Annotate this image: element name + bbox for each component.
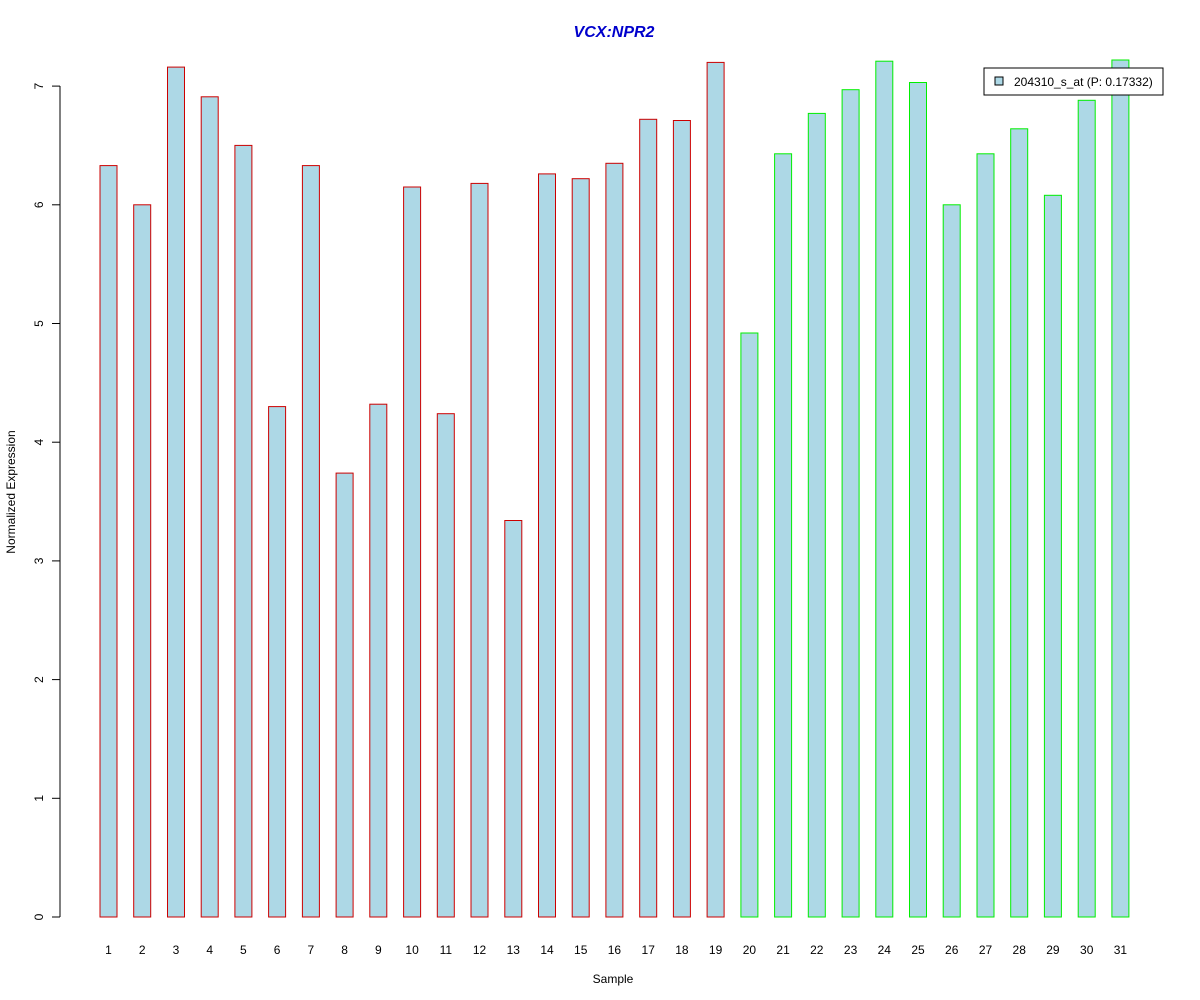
bar (1111, 59, 1130, 918)
x-tick-label: 1 (105, 943, 112, 957)
x-tick-label: 24 (878, 943, 892, 957)
y-tick-label: 5 (32, 320, 46, 327)
bar (403, 186, 422, 918)
x-tick-label: 16 (608, 943, 622, 957)
bar (706, 61, 725, 918)
x-tick-label: 3 (173, 943, 180, 957)
bar (909, 82, 927, 918)
x-tick-label: 2 (139, 943, 146, 957)
y-axis: 0 1 2 3 4 5 6 7 (32, 82, 61, 920)
bar (268, 406, 287, 918)
x-tick-label: 8 (341, 943, 348, 957)
x-tick-label: 15 (574, 943, 588, 957)
x-tick-label: 14 (540, 943, 554, 957)
y-tick-label: 2 (32, 676, 46, 683)
bar (807, 112, 826, 918)
x-tick-label: 18 (675, 943, 689, 957)
bar (504, 520, 523, 918)
x-tick-label: 6 (274, 943, 281, 957)
y-tick-label: 0 (32, 913, 46, 920)
x-tick-label: 28 (1013, 943, 1027, 957)
bar (1077, 99, 1096, 918)
bar (605, 162, 624, 918)
x-tick-label: 30 (1080, 943, 1094, 957)
bar (200, 96, 219, 918)
bar (875, 60, 894, 918)
bar (167, 66, 185, 918)
x-tick-label: 9 (375, 943, 382, 957)
x-tick-label: 13 (507, 943, 521, 957)
bar (234, 144, 253, 918)
bar (841, 89, 860, 918)
y-tick-label: 4 (32, 439, 46, 446)
y-tick-label: 1 (32, 795, 46, 802)
x-tick-label: 11 (440, 943, 453, 957)
x-tick-label: 4 (206, 943, 213, 957)
y-tick-label: 7 (32, 82, 46, 89)
bars (99, 59, 1130, 918)
bar (639, 118, 658, 918)
x-tick-label: 19 (709, 943, 723, 957)
bar (369, 403, 388, 918)
x-tick-label: 31 (1114, 943, 1128, 957)
bar (672, 120, 691, 918)
bar (436, 413, 455, 918)
x-tick-label: 23 (844, 943, 858, 957)
y-tick-label: 3 (32, 557, 46, 564)
bar (538, 173, 556, 918)
y-ticks: 0 1 2 3 4 5 6 7 (32, 82, 60, 920)
bar (740, 332, 759, 918)
legend-swatch (994, 76, 1004, 86)
x-tick-labels: 1 2 3 4 5 6 7 8 9 10 11 12 13 14 15 16 17 18 19 20 21 22 23 24 2… (105, 943, 1127, 957)
chart-title: VCX:NPR2 (574, 24, 655, 41)
x-axis-label: Sample (593, 972, 634, 986)
bar (1010, 128, 1029, 918)
x-tick-label: 5 (240, 943, 247, 957)
x-tick-label: 10 (405, 943, 419, 957)
bar (301, 165, 320, 918)
x-tick-label: 12 (473, 943, 487, 957)
x-tick-label: 21 (776, 943, 790, 957)
x-tick-label: 20 (743, 943, 757, 957)
x-tick-label: 17 (642, 943, 656, 957)
bar (133, 204, 152, 918)
y-axis-label: Normalized Expression (4, 430, 18, 553)
x-tick-label: 25 (911, 943, 925, 957)
legend-box (983, 67, 1164, 96)
x-tick-label: 26 (945, 943, 959, 957)
bar (1043, 194, 1062, 918)
bar (99, 165, 118, 918)
x-tick-label: 29 (1046, 943, 1060, 957)
x-tick-label: 22 (810, 943, 824, 957)
x-tick-label: 27 (979, 943, 993, 957)
bar (470, 182, 489, 918)
bar (942, 204, 961, 918)
bar (571, 178, 590, 918)
x-tick-label: 7 (308, 943, 315, 957)
legend: 204310_s_at (P: 0.17332) (983, 67, 1164, 96)
bar (976, 153, 995, 918)
bar (774, 153, 793, 918)
legend-label: 204310_s_at (P: 0.17332) (1014, 75, 1153, 89)
y-tick-label: 6 (32, 201, 46, 208)
bar (335, 472, 354, 918)
